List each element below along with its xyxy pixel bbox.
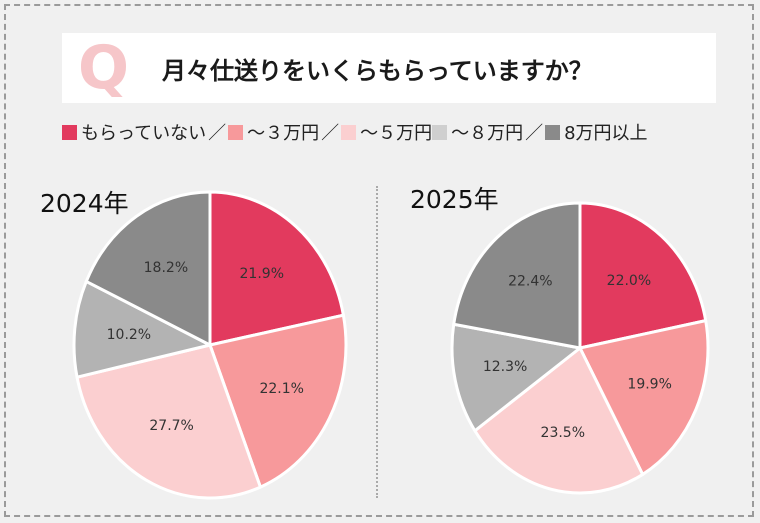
legend-label: 〜８万円 [451, 123, 524, 144]
pie-label-upto-50k: 23.5% [541, 425, 585, 441]
pie-slice-80k-plus [452, 201, 582, 350]
legend-label: 8万円以上 [564, 123, 648, 144]
pie-slice-upto-50k [75, 343, 262, 500]
pie-slice-upto-30k [578, 319, 710, 476]
dashed-frame [4, 4, 754, 517]
legend-item-80k-plus: 8万円以上 [545, 119, 648, 145]
pie-label-upto-30k: 22.1% [259, 381, 303, 397]
legend-item-upto-50k: 〜５万円 [341, 119, 432, 145]
chart-divider [376, 186, 378, 498]
pie-label-upto-80k: 12.3% [483, 359, 527, 375]
pie-label-none: 21.9% [240, 266, 284, 282]
legend-separator: ／ [208, 123, 227, 144]
legend-swatch [62, 124, 77, 140]
legend-swatch [432, 124, 448, 140]
chart-title-2024: 2024年 [40, 189, 129, 218]
legend-swatch [228, 124, 244, 140]
pie-label-80k-plus: 18.2% [144, 260, 188, 276]
pie-label-upto-30k: 19.9% [627, 377, 671, 393]
pie-chart-2025: 22.0% 19.9% 23.5% 12.3% 22.4% [450, 201, 710, 495]
legend-separator: ／ [525, 123, 544, 144]
chart-title-2025: 2025年 [410, 185, 499, 214]
pie-slice-upto-80k [450, 322, 582, 433]
question-text: 月々仕送りをいくらもらっていますか？ [162, 57, 593, 85]
pie-chart-2024: 21.9% 22.1% 27.7% 10.2% 18.2% [72, 190, 348, 500]
legend-item-upto-80k: 〜８万円 [432, 119, 523, 145]
question-banner: Q 月々仕送りをいくらもらっていますか？ [62, 33, 716, 103]
pie-label-upto-50k: 27.7% [149, 418, 193, 434]
legend-swatch [341, 124, 357, 140]
pie-slice-upto-80k [72, 279, 212, 379]
pie-slice-none [208, 190, 345, 347]
legend-item-upto-30k: 〜３万円 [228, 119, 319, 145]
pie-slice-upto-30k [208, 313, 348, 489]
pie-slice-upto-50k [473, 346, 645, 495]
legend-label: 〜３万円 [247, 123, 320, 144]
pie-slice-80k-plus [84, 190, 212, 347]
legend-label: もらっていない [81, 123, 207, 144]
q-mark: Q [78, 33, 130, 103]
legend: もらっていない ／ 〜３万円 ／ 〜５万円 〜８万円 ／ 8万円以上 [62, 118, 648, 146]
pie-label-80k-plus: 22.4% [508, 274, 552, 290]
legend-separator: ／ [321, 123, 340, 144]
legend-item-none: もらっていない [62, 119, 206, 145]
pie-slice-none [578, 201, 708, 350]
pie-label-upto-80k: 10.2% [107, 327, 151, 343]
pie-label-none: 22.0% [607, 273, 651, 289]
legend-label: 〜５万円 [360, 123, 433, 144]
legend-swatch [545, 124, 561, 140]
